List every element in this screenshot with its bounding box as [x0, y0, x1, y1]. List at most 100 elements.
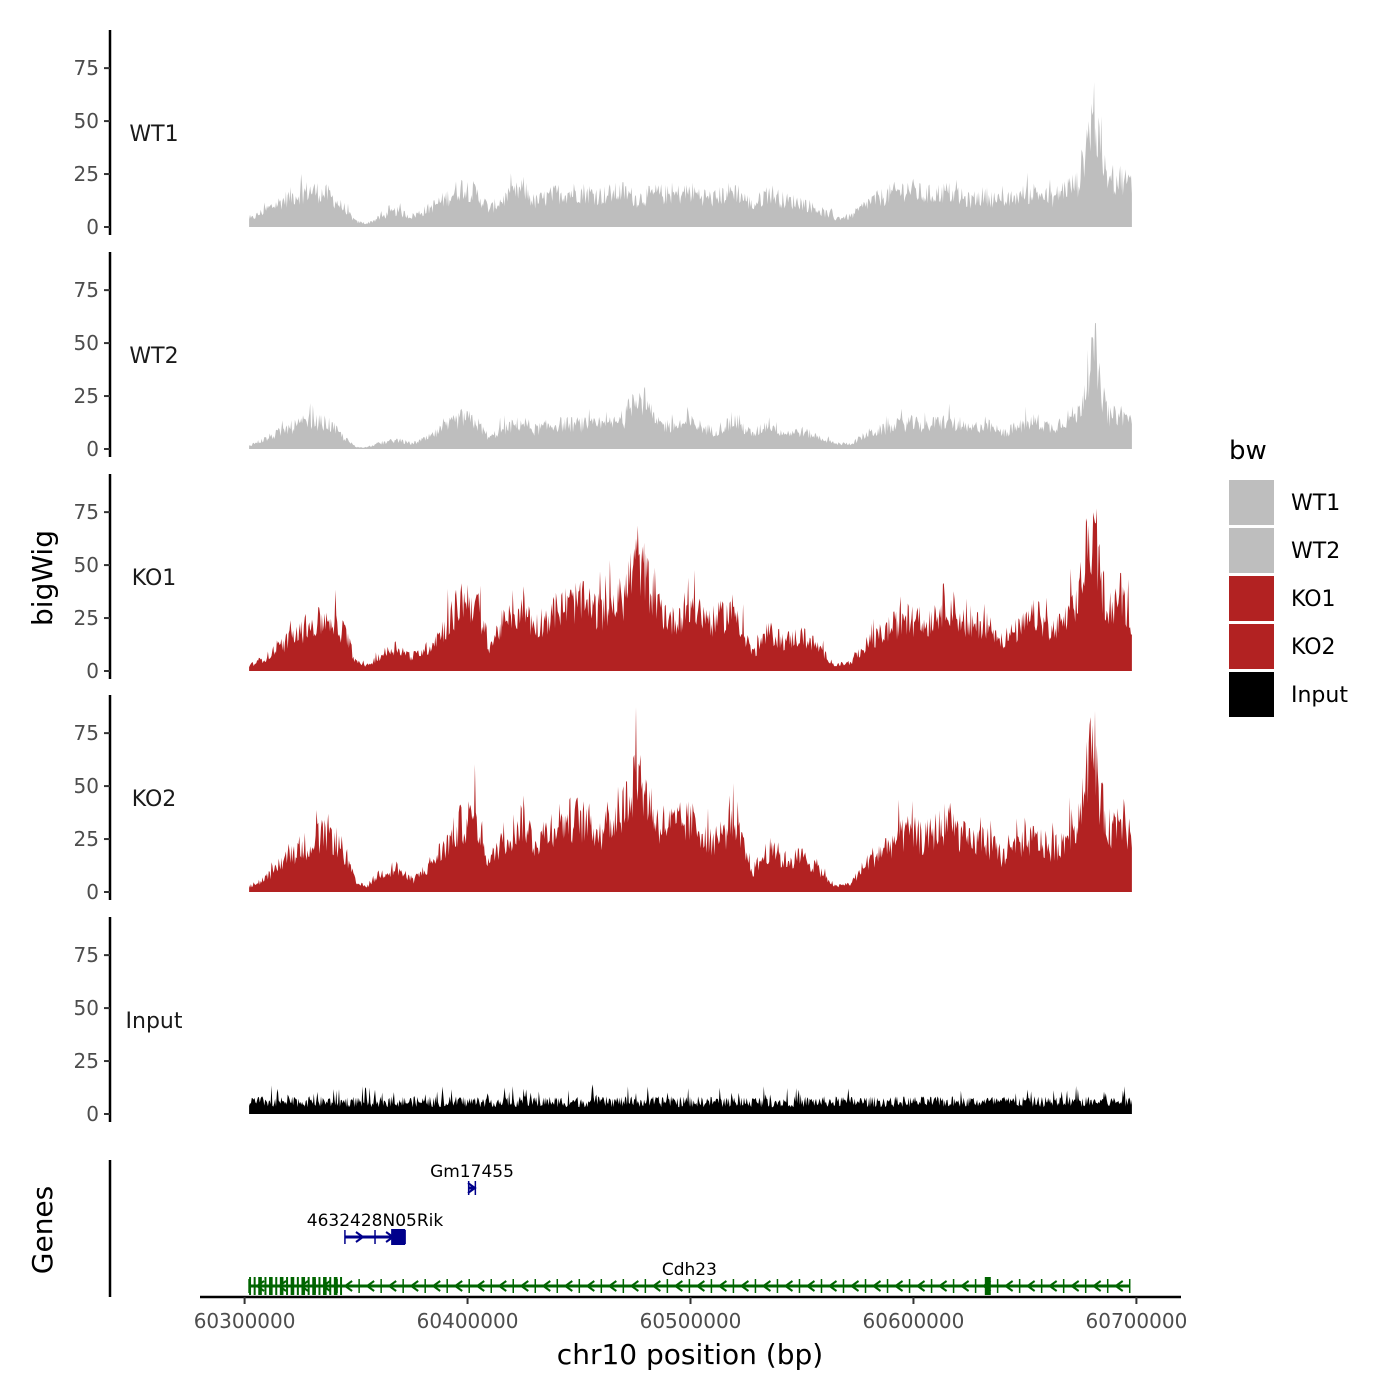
exon [324, 1277, 327, 1295]
track-label-ko1: KO1 [132, 566, 177, 591]
strand-arrow [739, 1280, 750, 1292]
x-tick-label: 60700000 [1086, 1309, 1188, 1333]
strand-arrow [431, 1280, 441, 1292]
exon [264, 1277, 267, 1295]
strand-arrow [365, 1280, 375, 1292]
y-tick-label: 25 [74, 606, 99, 630]
strand-arrow [1003, 1280, 1014, 1292]
gene-gm17455: Gm17455 [430, 1162, 514, 1195]
exon [333, 1277, 336, 1295]
y-axis-title: bigWig [26, 530, 59, 626]
strand-arrow [607, 1280, 617, 1292]
gene-label: 4632428N05Rik [307, 1211, 444, 1231]
strand-arrow [673, 1280, 683, 1292]
track-ko1: 0 25 50 75 KO1 [74, 474, 1132, 683]
exon [249, 1277, 252, 1295]
strand-arrow [585, 1280, 595, 1292]
x-axis: 60300000 60400000 60500000 60600000 60700000 [194, 1295, 1188, 1333]
y-tick-label: 50 [74, 774, 99, 798]
strand-arrow [849, 1280, 860, 1292]
exon [984, 1277, 991, 1295]
x-axis-title: chr10 position (bp) [557, 1338, 823, 1371]
x-tick-label: 60500000 [640, 1309, 742, 1333]
genes-axis-title: Genes [26, 1186, 59, 1274]
strand-arrow [783, 1280, 794, 1292]
y-tick-label: 50 [74, 553, 99, 577]
exon [269, 1277, 272, 1295]
strand-arrow [805, 1280, 816, 1292]
exon [259, 1277, 262, 1295]
strand-arrow [959, 1280, 970, 1292]
exon [323, 1277, 326, 1295]
strand-arrow [409, 1280, 419, 1292]
track-wt2: 0 25 50 75 WT2 [74, 252, 1132, 461]
legend-label-input: Input [1291, 683, 1348, 708]
legend-label-wt1: WT1 [1291, 491, 1340, 516]
legend-swatch-input [1229, 672, 1274, 717]
x-tick-label: 60600000 [863, 1309, 965, 1333]
strand-arrow [519, 1280, 529, 1292]
gene-cdh23: Cdh23 [248, 1260, 1131, 1295]
exon [312, 1277, 315, 1295]
strand-arrow [871, 1280, 882, 1292]
y-tick-label: 25 [74, 162, 99, 186]
exon [290, 1277, 293, 1295]
area-wt2 [249, 322, 1132, 449]
strand-arrow [761, 1280, 772, 1292]
track-input: 0 25 50 75 Input [74, 917, 1132, 1126]
legend: bw WT1 WT2 KO1 KO2 Input [1229, 436, 1348, 717]
strand-arrow [1025, 1280, 1036, 1292]
strand-arrow [387, 1280, 397, 1292]
track-label-wt2: WT2 [129, 344, 178, 369]
exon [270, 1277, 273, 1295]
y-tick-label: 75 [74, 500, 99, 524]
strand-arrow [299, 1280, 309, 1292]
exon [286, 1277, 289, 1295]
x-tick-label: 60300000 [194, 1309, 296, 1333]
legend-label-ko2: KO2 [1291, 635, 1336, 660]
strand-arrow [1113, 1280, 1124, 1292]
y-tick-label: 25 [74, 384, 99, 408]
strand-arrow [497, 1280, 507, 1292]
area-wt1 [249, 82, 1132, 227]
x-tick-label: 60400000 [417, 1309, 519, 1333]
coverage-tracks: 0 25 50 75 WT1 0 25 50 75 WT2 0 25 50 75 KO1 0 25 50 75 KO2… [74, 30, 1132, 1126]
exon [303, 1277, 306, 1295]
area-input [249, 1084, 1132, 1114]
exon [253, 1277, 256, 1295]
exon [301, 1277, 304, 1295]
strand-arrow [453, 1280, 463, 1292]
track-label-wt1: WT1 [129, 122, 178, 147]
legend-label-ko1: KO1 [1291, 587, 1336, 612]
strand-arrow [541, 1280, 551, 1292]
gene-4632428n05rik: 4632428N05Rik [307, 1211, 444, 1245]
legend-title: bw [1229, 436, 1267, 466]
track-wt1: 0 25 50 75 WT1 [74, 30, 1132, 239]
strand-arrow [1047, 1280, 1058, 1292]
strand-arrow [937, 1280, 948, 1292]
strand-arrow [343, 1280, 353, 1292]
y-tick-label: 25 [74, 827, 99, 851]
y-tick-label: 75 [74, 943, 99, 967]
legend-swatch-wt1 [1229, 480, 1274, 525]
exon [279, 1277, 282, 1295]
strand-arrow [717, 1280, 727, 1292]
y-tick-label: 0 [86, 659, 99, 683]
exon [281, 1277, 284, 1295]
gene-label: Cdh23 [662, 1260, 717, 1280]
strand-arrow [827, 1280, 838, 1292]
y-tick-label: 0 [86, 437, 99, 461]
area-ko2 [249, 707, 1132, 892]
legend-swatch-ko2 [1229, 624, 1274, 669]
exon [275, 1277, 278, 1295]
strand-arrow [695, 1280, 705, 1292]
strand-arrow [475, 1280, 485, 1292]
y-tick-label: 25 [74, 1049, 99, 1073]
exon [307, 1277, 310, 1295]
y-tick-label: 50 [74, 331, 99, 355]
strand-arrow [277, 1280, 287, 1292]
track-label-input: Input [126, 1009, 183, 1034]
strand-arrow [1091, 1280, 1102, 1292]
y-tick-label: 0 [86, 1102, 99, 1126]
